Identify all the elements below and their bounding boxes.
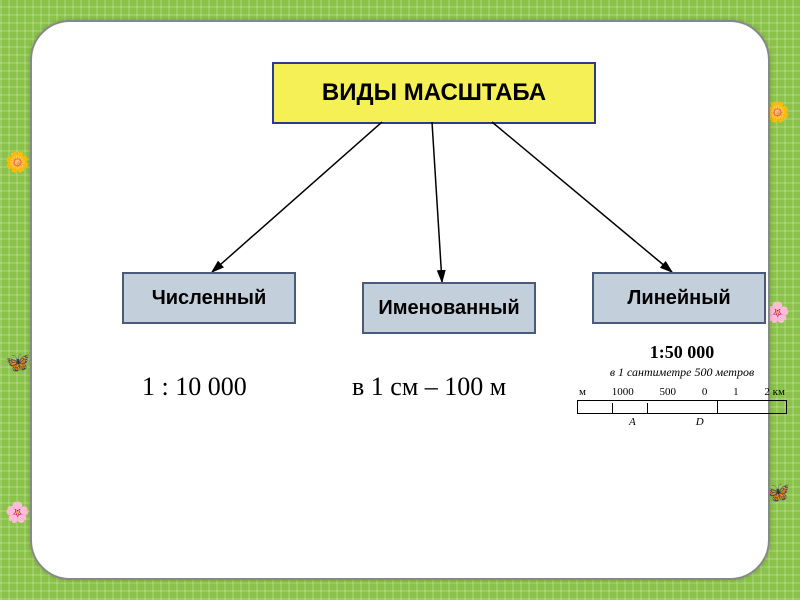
title-box: ВИДЫ МАСШТАБА xyxy=(272,62,596,124)
type-box-numeric: Численный xyxy=(122,272,296,324)
content-card: ВИДЫ МАСШТАБА Численный Именованный Лине… xyxy=(30,20,770,580)
type-label: Численный xyxy=(152,287,267,310)
scale-label: 1 xyxy=(733,386,739,398)
scale-label: 2 км xyxy=(764,386,785,398)
scale-prefix: м xyxy=(579,386,586,398)
scale-point-A: A xyxy=(629,416,636,428)
arrow-to-linear xyxy=(492,122,672,272)
linear-subtitle: в 1 сантиметре 500 метров xyxy=(577,365,787,380)
type-box-linear: Линейный xyxy=(592,272,766,324)
scale-point-D: D xyxy=(696,416,704,428)
type-label: Линейный xyxy=(627,287,730,310)
scale-label: 0 xyxy=(702,386,708,398)
title-text: ВИДЫ МАСШТАБА xyxy=(322,79,546,107)
scale-label: 1000 xyxy=(612,386,634,398)
linear-ratio: 1:50 000 xyxy=(577,342,787,363)
scale-label: 500 xyxy=(660,386,677,398)
type-box-named: Именованный xyxy=(362,282,536,334)
example-named: в 1 см – 100 м xyxy=(352,372,506,402)
type-label: Именованный xyxy=(378,297,519,320)
example-numeric: 1 : 10 000 xyxy=(142,372,247,402)
arrow-to-named xyxy=(432,122,442,282)
scale-bar: м 1000 500 0 1 2 км A D xyxy=(577,386,787,436)
scale-top-labels: м 1000 500 0 1 2 км xyxy=(577,386,787,398)
arrow-to-numeric xyxy=(212,122,382,272)
scale-bottom-labels: A D xyxy=(577,416,787,428)
linear-scale-block: 1:50 000 в 1 сантиметре 500 метров м 100… xyxy=(577,342,787,436)
